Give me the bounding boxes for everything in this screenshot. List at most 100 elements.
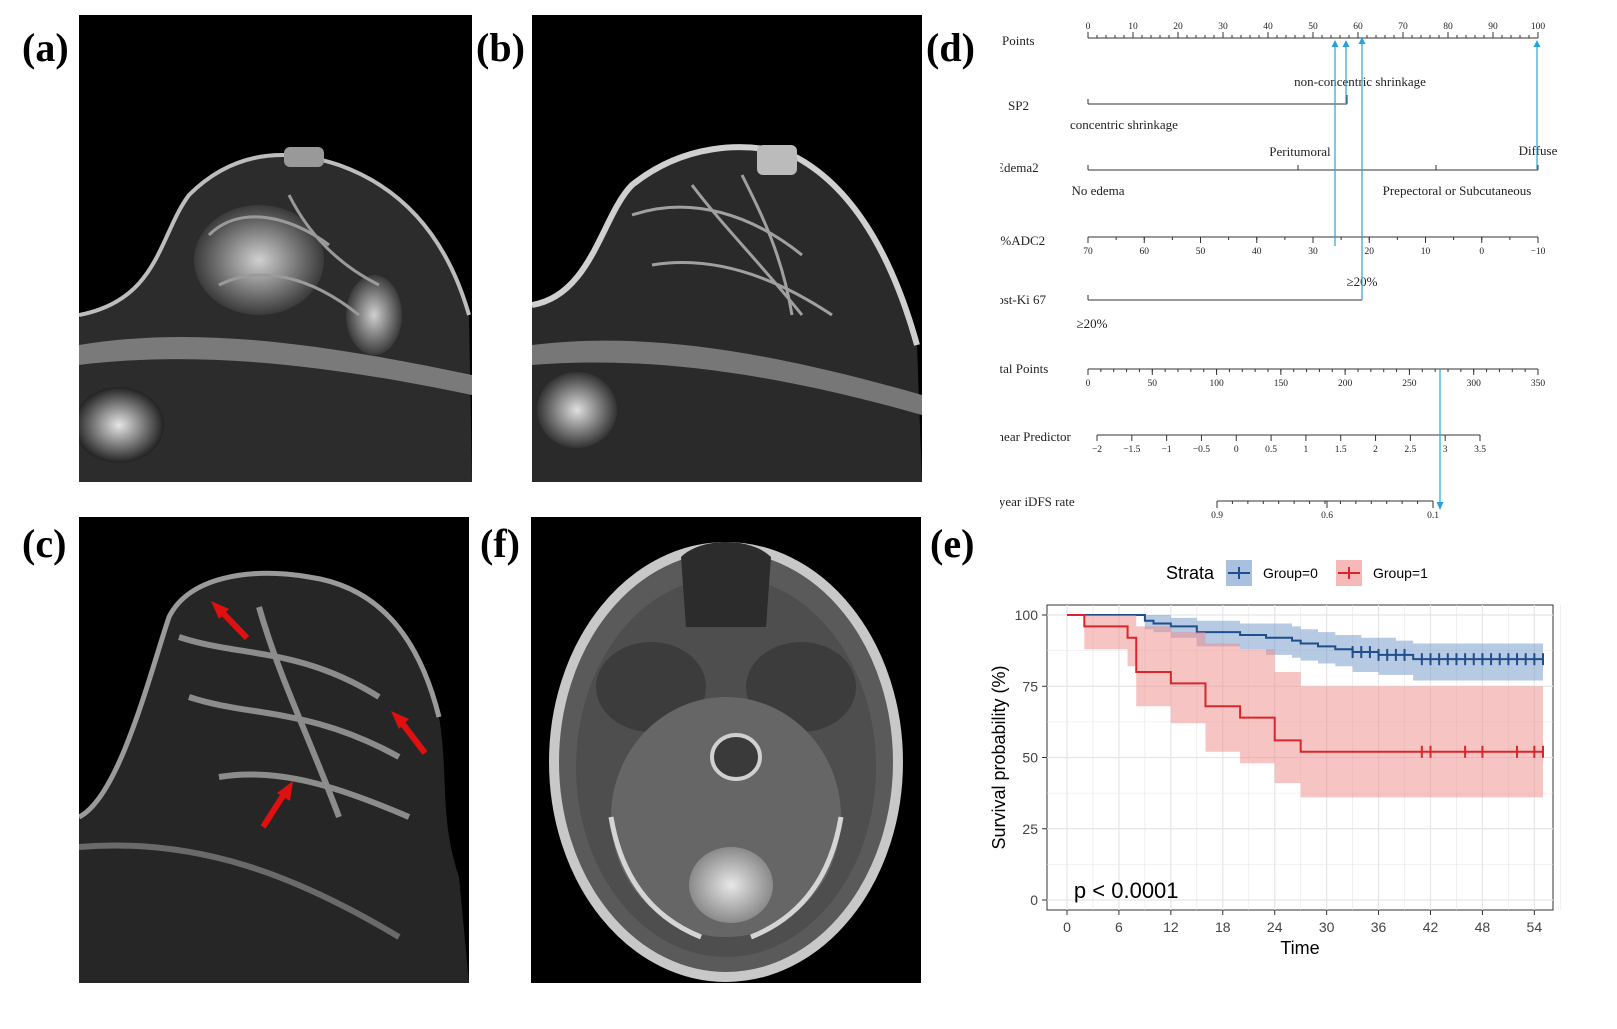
mri-image-f <box>531 517 921 983</box>
mri-drawing-b <box>532 144 922 482</box>
adc-tick-label: 0 <box>1479 247 1484 257</box>
points-tick-label: 60 <box>1353 22 1363 32</box>
y-tick-label: 100 <box>1015 607 1039 623</box>
mri-image-c <box>79 517 469 983</box>
red-arrow-3 <box>260 789 289 829</box>
points-tick-label: 100 <box>1531 22 1546 32</box>
edema-label-diffuse: Diffuse <box>1519 143 1558 158</box>
row-label-points: Points <box>1002 33 1035 48</box>
points-tick-label: 50 <box>1308 22 1318 32</box>
points-tick-label: 20 <box>1173 22 1183 32</box>
survival-curve-1 <box>1067 614 1543 753</box>
x-tick-label: 54 <box>1527 919 1543 935</box>
total-tick-label: 350 <box>1531 379 1546 389</box>
total-tick-label: 200 <box>1338 379 1353 389</box>
x-tick-label: 42 <box>1423 919 1439 935</box>
row-label-idfs: 3-year iDFS rate <box>1000 494 1075 509</box>
adc-tick-label: 50 <box>1196 247 1206 257</box>
legend-label-0: Group=0 <box>1263 565 1318 581</box>
adc-tick-label: 70 <box>1083 247 1093 257</box>
x-tick-label: 24 <box>1267 919 1283 935</box>
row-label-sp2: SP2 <box>1008 98 1029 113</box>
adc-tick-label: 10 <box>1421 247 1431 257</box>
edema-label-prepec: Prepectoral or Subcutaneous <box>1383 183 1532 198</box>
total-tick-label: 250 <box>1402 379 1417 389</box>
points-tick-label: 0 <box>1086 22 1091 32</box>
p-value-annotation: p < 0.0001 <box>1074 878 1179 903</box>
arrow-edema-head <box>1533 40 1541 47</box>
lp-tick-label: 0 <box>1234 445 1239 455</box>
sp2-label-high: non-concentric shrinkage <box>1294 74 1426 89</box>
mri-drawing-c <box>79 570 469 983</box>
adc-tick-label: −10 <box>1531 247 1546 257</box>
y-tick-label: 0 <box>1030 892 1038 908</box>
x-axis-label: Time <box>1280 938 1319 958</box>
arrow-sp2-head <box>1342 40 1350 47</box>
total-tick-label: 50 <box>1148 379 1158 389</box>
points-tick-label: 10 <box>1128 22 1138 32</box>
points-tick-label: 90 <box>1488 22 1498 32</box>
adc-tick-label: 20 <box>1365 247 1375 257</box>
arrow-adc-head <box>1331 40 1339 47</box>
points-tick-label: 70 <box>1398 22 1408 32</box>
panel-label-e: (e) <box>930 521 975 566</box>
points-tick-label: 40 <box>1263 22 1273 32</box>
edema-label-peri: Peritumoral <box>1269 144 1331 159</box>
lp-tick-label: 2 <box>1373 445 1378 455</box>
adc-tick-label: 30 <box>1308 247 1318 257</box>
idfs-tick-label: 0.1 <box>1427 511 1439 521</box>
y-tick-label: 75 <box>1022 678 1038 694</box>
x-tick-label: 36 <box>1371 919 1387 935</box>
y-tick-label: 50 <box>1022 750 1038 766</box>
row-label-adc2: Δ%ADC2 <box>1000 233 1045 248</box>
adc-tick-label: 40 <box>1252 247 1262 257</box>
arrow-total-head <box>1436 502 1444 510</box>
ki67-label-low: ≥20% <box>1077 316 1108 331</box>
total-tick-label: 100 <box>1209 379 1224 389</box>
y-tick-label: 25 <box>1022 821 1038 837</box>
points-tick-label: 30 <box>1218 22 1228 32</box>
sp2-label-low: concentric shrinkage <box>1070 117 1178 132</box>
panel-label-f: (f) <box>480 521 520 566</box>
red-arrow-2 <box>396 717 428 755</box>
lp-tick-label: 2.5 <box>1404 445 1416 455</box>
lp-tick-label: 0.5 <box>1265 445 1277 455</box>
y-axis-label: Survival probability (%) <box>989 665 1009 849</box>
idfs-tick-label: 0.6 <box>1321 511 1333 521</box>
lp-tick-label: 3.5 <box>1474 445 1486 455</box>
lp-tick-label: −0.5 <box>1193 445 1210 455</box>
x-tick-label: 6 <box>1115 919 1123 935</box>
row-label-total: Total Points <box>1000 361 1048 376</box>
points-tick-label: 80 <box>1443 22 1453 32</box>
x-tick-label: 0 <box>1063 919 1071 935</box>
lp-tick-label: −1 <box>1162 445 1172 455</box>
lp-tick-label: 1.5 <box>1335 445 1347 455</box>
arrow-ki67-head <box>1358 37 1366 44</box>
x-tick-label: 18 <box>1215 919 1231 935</box>
panel-label-b: (b) <box>476 25 525 70</box>
row-label-ki67: Post-Ki 67 <box>1000 292 1046 307</box>
legend-title: Strata <box>1166 563 1215 583</box>
mri-drawing-a <box>79 147 472 482</box>
mri-image-b <box>532 15 922 482</box>
panel-label-d: (d) <box>926 25 975 70</box>
panel-label-c: (c) <box>22 521 67 566</box>
edema-label-none: No edema <box>1071 183 1124 198</box>
total-tick-label: 0 <box>1086 379 1091 389</box>
lp-tick-label: 1 <box>1304 445 1309 455</box>
row-label-edema2: Edema2 <box>1000 160 1039 175</box>
x-tick-label: 48 <box>1475 919 1491 935</box>
total-tick-label: 150 <box>1274 379 1289 389</box>
lp-tick-label: 3 <box>1443 445 1448 455</box>
lp-tick-label: −1.5 <box>1123 445 1140 455</box>
adc-tick-label: 60 <box>1140 247 1150 257</box>
idfs-tick-label: 0.9 <box>1211 511 1223 521</box>
ci-band-0 <box>1067 615 1543 681</box>
x-tick-label: 30 <box>1319 919 1335 935</box>
km-chart: 0 25 50 75 100 0 6 12 18 24 30 36 42 48 54 Time Survival… <box>989 560 1561 958</box>
mri-image-a <box>79 15 472 482</box>
x-tick-label: 12 <box>1163 919 1179 935</box>
panel-label-a: (a) <box>22 25 69 70</box>
total-tick-label: 300 <box>1467 379 1482 389</box>
